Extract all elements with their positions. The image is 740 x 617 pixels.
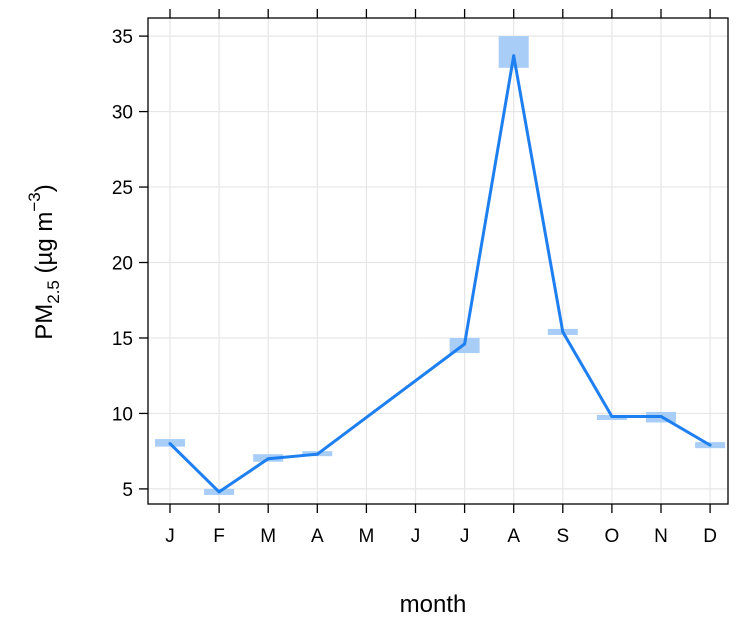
grid	[148, 18, 728, 504]
y-tick-label: 5	[122, 480, 133, 501]
data-point	[512, 54, 516, 58]
x-tick-label: A	[507, 526, 520, 547]
data-point	[217, 490, 221, 494]
x-axis-title: month	[400, 591, 467, 617]
y-tick-label: 20	[112, 254, 133, 275]
axis-ticks	[139, 9, 711, 513]
x-tick-label: O	[605, 526, 620, 547]
data-point	[561, 330, 565, 334]
data-point	[708, 443, 712, 447]
data-point	[266, 457, 270, 461]
y-axis-title-main: PM	[31, 304, 58, 340]
x-tick-label: J	[460, 526, 470, 547]
y-axis-title: PM2.5 (µg m−3)	[25, 184, 63, 340]
uncertainty-bands	[155, 36, 726, 495]
y-tick-label: 10	[112, 404, 133, 425]
series-line	[168, 54, 712, 494]
y-tick-labels: 5 10 15 20 25 30 35	[112, 27, 133, 501]
y-axis-title-sub: 2.5	[44, 280, 63, 304]
y-tick-label: 35	[112, 27, 133, 48]
y-tick-label: 30	[112, 103, 133, 124]
x-tick-label: J	[411, 526, 421, 547]
x-tick-label: J	[165, 526, 175, 547]
plot-frame	[147, 17, 729, 505]
y-axis-title-unit: (µg m	[31, 212, 58, 281]
series-path	[168, 54, 711, 494]
x-tick-label: M	[358, 526, 374, 547]
data-point	[315, 452, 319, 456]
y-axis-title-close: )	[31, 184, 58, 192]
x-tick-label: M	[260, 526, 276, 547]
x-tick-label: N	[654, 526, 668, 547]
x-tick-label: F	[213, 526, 225, 547]
data-point	[610, 414, 614, 418]
x-tick-label: A	[311, 526, 324, 547]
y-tick-label: 25	[112, 178, 133, 199]
data-point	[463, 342, 467, 346]
x-tick-label: D	[703, 526, 717, 547]
y-tick-label: 15	[112, 329, 133, 350]
y-axis-title-sup: −3	[25, 192, 44, 211]
data-point	[659, 414, 663, 418]
x-tick-label: S	[556, 526, 569, 547]
data-point	[168, 442, 172, 446]
